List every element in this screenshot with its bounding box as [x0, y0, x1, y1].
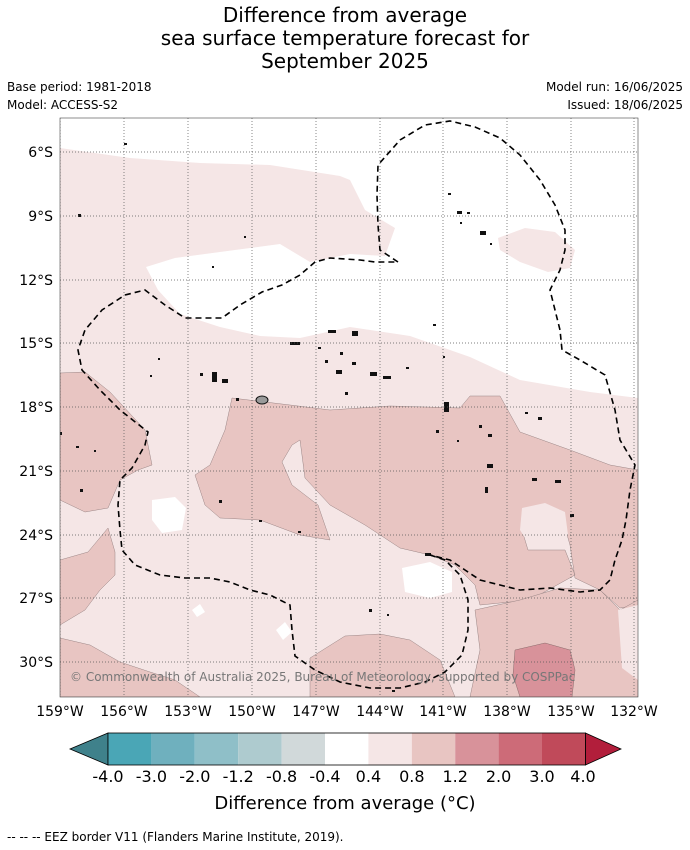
lat-label: 12°S: [19, 273, 53, 289]
anomaly-band-0.8-1.2-southwest: [60, 527, 116, 626]
colorbar-label: Difference from average (°C): [214, 793, 476, 814]
lon-label: 147°W: [292, 704, 340, 720]
colorbar-tick: -0.4: [309, 767, 340, 786]
meta-left: Base period: 1981-2018 Model: ACCESS-S2: [7, 78, 152, 114]
islands: [60, 143, 574, 692]
latitude-labels: 6°S 9°S 12°S 15°S 18°S 21°S 24°S 27°S 30…: [19, 145, 53, 671]
lon-label: 153°W: [164, 704, 212, 720]
anomaly-band-1.2-2.0: [512, 642, 576, 697]
issued-date: Issued: 18/06/2025: [567, 98, 683, 112]
anomaly-patch-near-normal-south: [402, 562, 452, 598]
model-run: Model run: 16/06/2025: [545, 80, 683, 94]
anomaly-band-0.8-1.2-west: [60, 371, 153, 513]
map-area: © Commonwealth of Australia 2025, Bureau…: [60, 118, 638, 697]
gridlines: [60, 118, 638, 697]
colorbar: -4.0 -3.0 -2.0 -1.2 -0.8 -0.4 0.4 0.8 1.…: [68, 732, 622, 786]
base-period: Base period: 1981-2018: [7, 80, 152, 94]
colorbar-cell: [368, 733, 412, 765]
island-tahiti: [255, 395, 269, 405]
colorbar-tick: 2.0: [486, 767, 511, 786]
lat-label: 15°S: [19, 336, 53, 352]
eez-borders: [77, 120, 636, 689]
colorbar-tick: 1.2: [442, 767, 467, 786]
longitude-labels: 159°W 156°W 153°W 150°W 147°W 144°W 141°…: [36, 704, 658, 720]
colorbar-tick: -0.8: [266, 767, 297, 786]
colorbar-tick: -3.0: [136, 767, 167, 786]
anomaly-band-0.8-1.2-southeast: [469, 587, 638, 697]
meta-right: Model run: 16/06/2025 Issued: 18/06/2025: [546, 78, 683, 114]
lat-label: 27°S: [19, 591, 53, 607]
colorbar-cell: [542, 733, 586, 765]
colorbar-cell: [238, 733, 282, 765]
anomaly-patch-far-east: [618, 605, 638, 680]
lon-label: 138°W: [483, 704, 531, 720]
colorbar-tick: 3.0: [529, 767, 554, 786]
anomaly-patch-near-normal-west: [152, 497, 186, 533]
anomaly-band-0.8-1.2-south: [309, 633, 456, 697]
anomaly-patch-warm-northeast: [498, 228, 575, 272]
colorbar-tick: -1.2: [223, 767, 254, 786]
eez-legend: -- -- -- EEZ border V11 (Flanders Marine…: [7, 830, 344, 844]
colorbar-extend-low: [68, 732, 109, 766]
colorbar-tick: -4.0: [92, 767, 123, 786]
colorbar-extend-high: [585, 732, 622, 766]
colorbar-cell: [455, 733, 499, 765]
title-line-3: September 2025: [261, 49, 429, 73]
colorbar-cell: [411, 733, 456, 765]
colorbar-tick: 0.8: [399, 767, 424, 786]
colorbar-cell: [325, 733, 369, 765]
colorbar-cell: [498, 733, 542, 765]
colorbar-cell: [194, 733, 239, 765]
lon-label: 135°W: [547, 704, 595, 720]
lat-label: 24°S: [19, 528, 53, 544]
colorbar-tick-labels: -4.0 -3.0 -2.0 -1.2 -0.8 -0.4 0.4 0.8 1.…: [92, 767, 595, 786]
colorbar-cell: [281, 733, 325, 765]
lon-label: 156°W: [100, 704, 148, 720]
colorbar-tick: 0.4: [356, 767, 381, 786]
lat-label: 18°S: [19, 400, 53, 416]
anomaly-patch-east-lower: [520, 503, 568, 548]
anomaly-patch-small-1: [192, 604, 205, 617]
anomaly-band-0.8-1.2-southwest-corner: [60, 637, 201, 697]
anomaly-band-near-normal-north: [60, 118, 638, 398]
model-name: Model: ACCESS-S2: [7, 98, 119, 112]
lat-label: 6°S: [28, 145, 53, 161]
lon-label: 132°W: [610, 704, 658, 720]
colorbar-cell: [108, 733, 152, 765]
lat-label: 9°S: [28, 209, 53, 225]
colorbar-frame: [107, 732, 586, 766]
anomaly-patch-small-2: [276, 622, 292, 640]
chart-title: Difference from average sea surface temp…: [0, 4, 690, 73]
map-frame: [59, 117, 639, 698]
lat-label: 30°S: [19, 655, 53, 671]
title-line-1: Difference from average: [222, 3, 468, 27]
colorbar-tick: -2.0: [179, 767, 210, 786]
title-line-2: sea surface temperature forecast for: [160, 26, 530, 50]
lat-label: 21°S: [19, 464, 53, 480]
lon-label: 159°W: [36, 704, 84, 720]
colorbar-cell: [151, 733, 195, 765]
colorbar-tick: 4.0: [570, 767, 595, 786]
lon-label: 141°W: [419, 704, 467, 720]
lon-label: 150°W: [228, 704, 276, 720]
colorbar-cells: [108, 733, 586, 765]
copyright-text: © Commonwealth of Australia 2025, Bureau…: [70, 670, 575, 684]
lon-label: 144°W: [356, 704, 404, 720]
